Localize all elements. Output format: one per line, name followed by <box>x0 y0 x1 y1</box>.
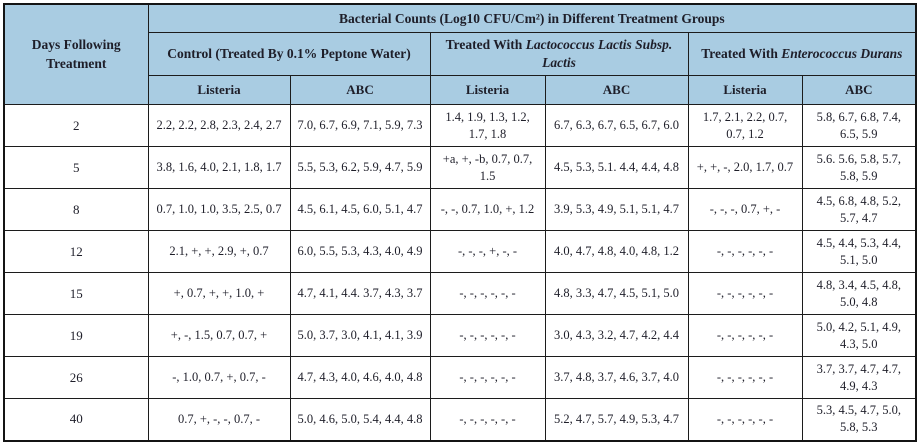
data-cell: 3.9, 5.3, 4.9, 5.1, 5.1, 4.7 <box>544 188 689 231</box>
data-cell: 4.5, 4.4, 5.3, 4.4, 5.1, 5.0 <box>801 230 917 273</box>
data-cell: 6.0, 5.5, 5.3, 4.3, 4.0, 4.9 <box>289 230 431 273</box>
data-cell: 4.8, 3.4, 4.5, 4.8, 5.0, 4.8 <box>801 272 917 315</box>
data-cell: 5.8, 6.7, 6.8, 7.4, 6.5, 5.9 <box>801 104 917 147</box>
data-cell: 3.7, 3.7, 4.7, 4.7, 4.9, 4.3 <box>801 356 917 399</box>
data-cell: 5.5, 5.3, 6.2, 5.9, 4.7, 5.9 <box>289 146 431 189</box>
page: Days Following Treatment Bacterial Count… <box>3 3 918 442</box>
subheader-control-listeria: Listeria <box>147 75 291 105</box>
subheader-entero-abc: ABC <box>801 75 917 105</box>
data-cell: +, -, 1.5, 0.7, 0.7, + <box>147 314 291 357</box>
data-cell: +, 0.7, +, +, 1.0, + <box>147 272 291 315</box>
data-cell: 0.7, 1.0, 1.0, 3.5, 2.5, 0.7 <box>147 188 291 231</box>
data-cell: 6.7, 6.3, 6.7, 6.5, 6.7, 6.0 <box>544 104 689 147</box>
group-enterococcus-species: Enterococcus Durans <box>781 46 903 62</box>
row-day: 40 <box>3 398 149 441</box>
data-cell: -, -, -, 0.7, +, - <box>687 188 803 231</box>
bacterial-counts-table: Days Following Treatment Bacterial Count… <box>3 3 918 442</box>
data-cell: 5.0, 3.7, 3.0, 4.1, 4.1, 3.9 <box>289 314 431 357</box>
data-cell: -, -, -, -, -, - <box>687 272 803 315</box>
data-cell: 0.7, +, -, -, 0.7, - <box>147 398 291 441</box>
data-cell: 4.5, 5.3, 5.1. 4.4, 4.4, 4.8 <box>544 146 689 189</box>
table-row-day-8: 8 0.7, 1.0, 1.0, 3.5, 2.5, 0.7 4.5, 6.1,… <box>3 188 917 231</box>
table-row-day-26: 26 -, 1.0, 0.7, +, 0.7, - 4.7, 4.3, 4.0,… <box>3 356 917 399</box>
data-cell: 1.4, 1.9, 1.3, 1.2, 1.7, 1.8 <box>429 104 546 147</box>
data-cell: -, -, -, -, -, - <box>687 398 803 441</box>
subheader-lacto-listeria: Listeria <box>429 75 546 105</box>
data-cell: -, -, -, -, -, - <box>687 230 803 273</box>
row-day: 2 <box>3 104 149 147</box>
data-cell: 3.0, 4.3, 3.2, 4.7, 4.2, 4.4 <box>544 314 689 357</box>
row-header-days-following-treatment: Days Following Treatment <box>3 3 149 105</box>
group-lactococcus-label: Treated With <box>445 37 526 53</box>
group-header-control: Control (Treated By 0.1% Peptone Water) <box>147 32 431 76</box>
data-cell: 5.2, 4.7, 5.7, 4.9, 5.3, 4.7 <box>544 398 689 441</box>
data-cell: +, +, -, 2.0, 1.7, 0.7 <box>687 146 803 189</box>
data-cell: -, -, -, -, -, - <box>687 314 803 357</box>
subheader-entero-listeria: Listeria <box>687 75 803 105</box>
row-day: 12 <box>3 230 149 273</box>
data-cell: -, -, -, -, -, - <box>429 398 546 441</box>
data-cell: 4.0, 4.7, 4.8, 4.0, 4.8, 1.2 <box>544 230 689 273</box>
data-cell: -, -, -, -, -, - <box>687 356 803 399</box>
data-cell: 4.8, 3.3, 4.7, 4.5, 5.1, 5.0 <box>544 272 689 315</box>
group-header-enterococcus: Treated With Enterococcus Durans <box>687 32 917 76</box>
data-cell: -, -, 0.7, 1.0, +, 1.2 <box>429 188 546 231</box>
data-cell: 5.3, 4.5, 4.7, 5.0, 5.8, 5.3 <box>801 398 917 441</box>
table-row-day-19: 19 +, -, 1.5, 0.7, 0.7, + 5.0, 3.7, 3.0,… <box>3 314 917 357</box>
data-cell: 2.1, +, +, 2.9, +, 0.7 <box>147 230 291 273</box>
table-row-day-12: 12 2.1, +, +, 2.9, +, 0.7 6.0, 5.5, 5.3,… <box>3 230 917 273</box>
data-cell: 4.7, 4.1, 4.4. 3.7, 4.3, 3.7 <box>289 272 431 315</box>
data-cell: -, -, -, -, -, - <box>429 272 546 315</box>
data-cell: 4.7, 4.3, 4.0, 4.6, 4.0, 4.8 <box>289 356 431 399</box>
data-cell: 3.8, 1.6, 4.0, 2.1, 1.8, 1.7 <box>147 146 291 189</box>
table-row-day-5: 5 3.8, 1.6, 4.0, 2.1, 1.8, 1.7 5.5, 5.3,… <box>3 146 917 189</box>
group-control-label: Control (Treated By 0.1% Peptone Water) <box>167 46 411 62</box>
data-cell: 5.0, 4.6, 5.0, 5.4, 4.4, 4.8 <box>289 398 431 441</box>
group-enterococcus-label: Treated With <box>701 46 782 62</box>
data-cell: -, -, -, -, -, - <box>429 314 546 357</box>
row-day: 5 <box>3 146 149 189</box>
data-cell: 4.5, 6.8, 4.8, 5.2, 5.7, 4.7 <box>801 188 917 231</box>
subheader-control-abc: ABC <box>289 75 431 105</box>
data-cell: 2.2, 2.2, 2.8, 2.3, 2.4, 2.7 <box>147 104 291 147</box>
row-day: 26 <box>3 356 149 399</box>
data-cell: 5.6. 5.6, 5.8, 5.7, 5.8, 5.9 <box>801 146 917 189</box>
data-cell: 4.5, 6.1, 4.5, 6.0, 5.1, 4.7 <box>289 188 431 231</box>
data-cell: -, 1.0, 0.7, +, 0.7, - <box>147 356 291 399</box>
table-title: Bacterial Counts (Log10 CFU/Cm²) in Diff… <box>147 3 917 33</box>
data-cell: 1.7, 2.1, 2.2, 0.7, 0.7, 1.2 <box>687 104 803 147</box>
row-day: 8 <box>3 188 149 231</box>
table-row-day-2: 2 2.2, 2.2, 2.8, 2.3, 2.4, 2.7 7.0, 6.7,… <box>3 104 917 147</box>
table-row-day-15: 15 +, 0.7, +, +, 1.0, + 4.7, 4.1, 4.4. 3… <box>3 272 917 315</box>
data-cell: -, -, -, +, -, - <box>429 230 546 273</box>
group-lactococcus-species: Lactococcus Lactis Subsp. Lactis <box>525 37 673 70</box>
row-day: 15 <box>3 272 149 315</box>
subheader-lacto-abc: ABC <box>544 75 689 105</box>
row-day: 19 <box>3 314 149 357</box>
table-row-day-40: 40 0.7, +, -, -, 0.7, - 5.0, 4.6, 5.0, 5… <box>3 398 917 441</box>
data-cell: 7.0, 6.7, 6.9, 7.1, 5.9, 7.3 <box>289 104 431 147</box>
data-cell: 3.7, 4.8, 3.7, 4.6, 3.7, 4.0 <box>544 356 689 399</box>
data-cell: -, -, -, -, -, - <box>429 356 546 399</box>
data-cell: 5.0, 4.2, 5.1, 4.9, 4.3, 5.0 <box>801 314 917 357</box>
group-header-lactococcus: Treated With Lactococcus Lactis Subsp. L… <box>429 32 689 76</box>
data-cell: +a, +, -b, 0.7, 0.7, 1.5 <box>429 146 546 189</box>
